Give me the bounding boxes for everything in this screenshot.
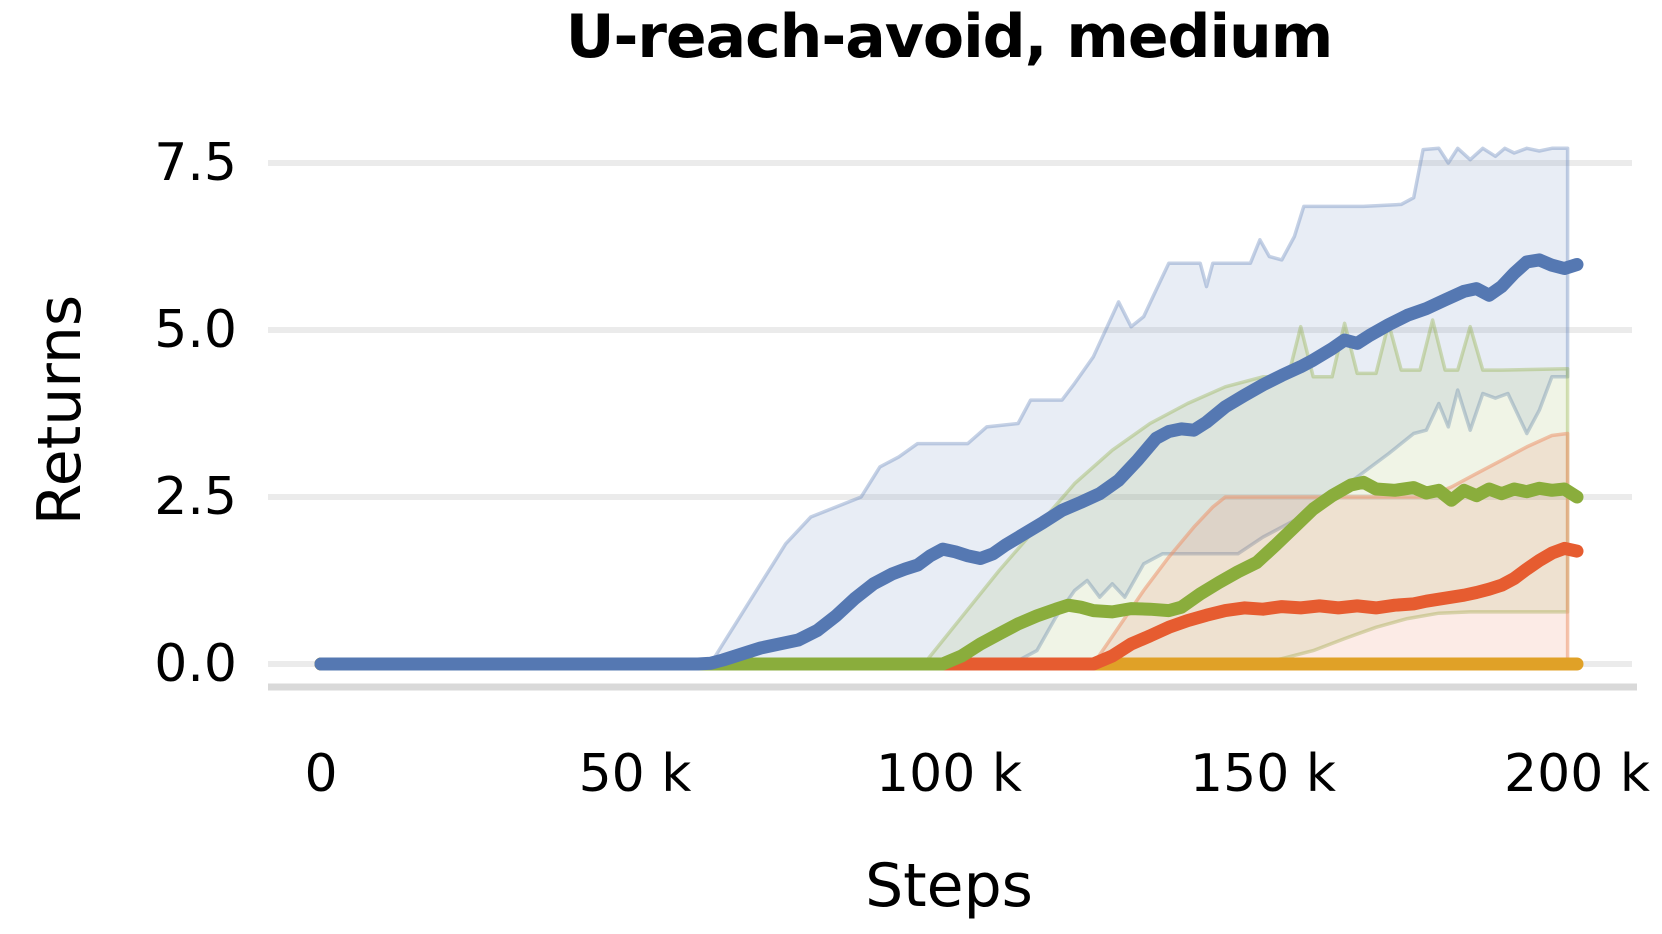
x-tick-label: 200 k	[1504, 744, 1650, 804]
series-blue	[314, 253, 1584, 671]
x-tick-label: 150 k	[1190, 744, 1336, 804]
x-tick-label: 50 k	[578, 744, 692, 804]
y-tick-label: 5.0	[154, 300, 237, 360]
x-tick-label: 0	[304, 744, 338, 804]
band-green-ci	[922, 318, 1570, 666]
band-blue-ci	[708, 146, 1570, 666]
x-tick-label: 100 k	[876, 744, 1022, 804]
x-axis-label: Steps	[865, 851, 1033, 921]
series-orange	[314, 541, 1584, 671]
series-green	[314, 475, 1584, 671]
y-tick-label: 0.0	[154, 634, 237, 694]
y-tick-label: 7.5	[154, 133, 237, 193]
chart-title: U-reach-avoid, medium	[565, 2, 1334, 72]
y-tick-label: 2.5	[154, 467, 237, 527]
